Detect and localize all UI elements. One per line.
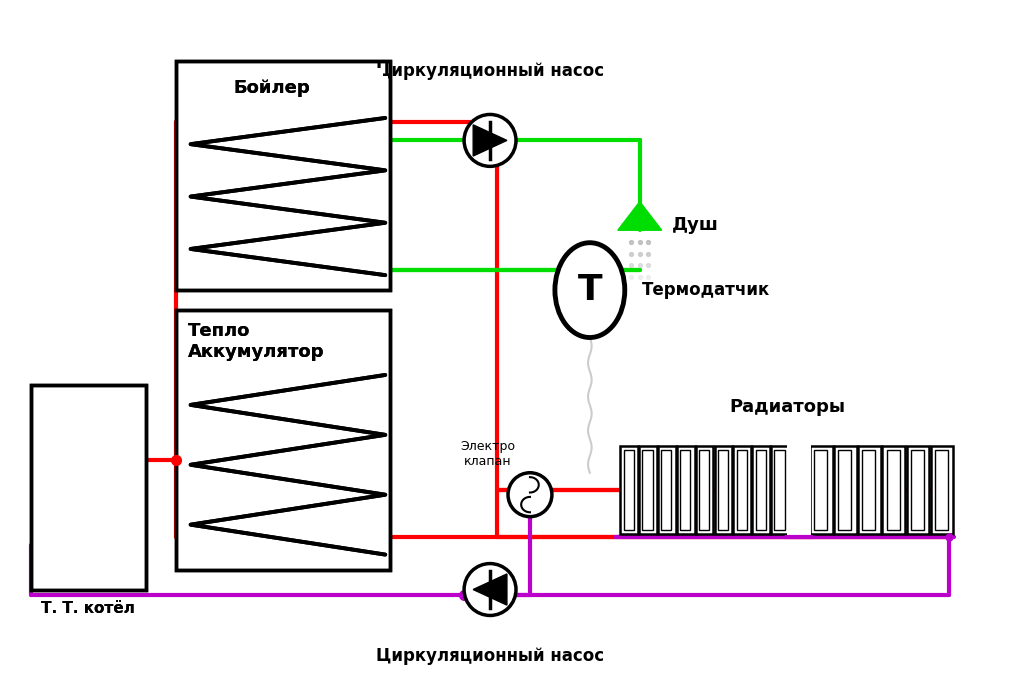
Bar — [662, 450, 672, 530]
Text: Т. Т. котёл: Т. Т. котёл — [41, 602, 135, 616]
Bar — [639, 446, 657, 534]
Bar — [887, 450, 900, 530]
Bar — [699, 450, 710, 530]
Bar — [176, 310, 390, 570]
Circle shape — [464, 563, 516, 616]
Text: Тепло
Аккумулятор: Тепло Аккумулятор — [187, 322, 325, 361]
Bar — [771, 446, 788, 534]
Bar — [736, 450, 746, 530]
Ellipse shape — [555, 243, 625, 338]
Bar — [182, 317, 383, 563]
Bar — [858, 446, 881, 534]
Bar — [753, 446, 770, 534]
Bar — [31, 385, 145, 590]
Bar — [931, 446, 953, 534]
Bar — [31, 385, 145, 590]
Bar — [835, 446, 857, 534]
Bar — [677, 446, 694, 534]
Text: Термодатчик: Термодатчик — [642, 281, 770, 299]
Circle shape — [508, 473, 552, 517]
Bar — [182, 68, 383, 283]
Bar — [883, 446, 905, 534]
Bar — [862, 450, 876, 530]
Text: Циркуляционный насос: Циркуляционный насос — [376, 61, 604, 80]
Bar — [621, 446, 638, 534]
Bar — [176, 61, 390, 290]
Circle shape — [464, 114, 516, 166]
Text: Электро
клапан: Электро клапан — [461, 440, 515, 468]
Polygon shape — [617, 202, 662, 230]
Bar — [787, 441, 811, 539]
Text: Т. Т. котёл: Т. Т. котёл — [41, 602, 135, 616]
Bar — [38, 392, 138, 583]
Bar — [935, 450, 948, 530]
Polygon shape — [473, 125, 507, 156]
Text: Циркуляционный насос: Циркуляционный насос — [376, 648, 604, 665]
Text: Бойлер: Бойлер — [233, 79, 310, 96]
Bar — [839, 450, 851, 530]
Bar — [910, 450, 924, 530]
Bar — [642, 450, 652, 530]
Bar — [733, 446, 752, 534]
Bar — [718, 450, 728, 530]
Bar — [695, 446, 714, 534]
Bar — [624, 450, 634, 530]
Bar — [176, 61, 390, 290]
Text: Бойлер: Бойлер — [233, 79, 310, 96]
Text: Тепло
Аккумулятор: Тепло Аккумулятор — [187, 322, 325, 361]
Bar — [715, 446, 732, 534]
Polygon shape — [473, 574, 507, 605]
Bar — [658, 446, 676, 534]
Bar — [814, 450, 827, 530]
Text: Радиаторы: Радиаторы — [729, 398, 845, 416]
Bar — [680, 450, 690, 530]
Bar — [756, 450, 766, 530]
Bar — [774, 450, 784, 530]
Bar — [176, 310, 390, 570]
Bar — [810, 446, 833, 534]
Text: Душ: Душ — [672, 216, 719, 235]
Bar — [906, 446, 929, 534]
Text: T: T — [578, 273, 602, 307]
